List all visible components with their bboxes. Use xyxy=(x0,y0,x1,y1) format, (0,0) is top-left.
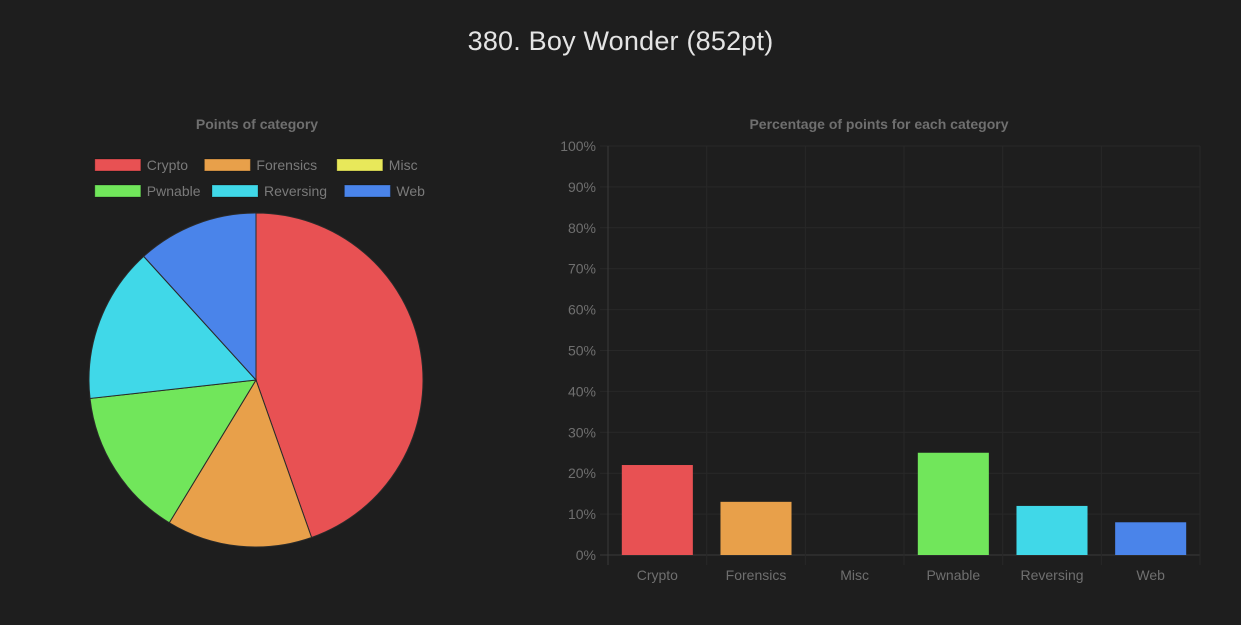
pie-legend-label: Crypto xyxy=(147,157,188,173)
bar-reversing[interactable] xyxy=(1016,505,1088,555)
bar-y-tick-label: 10% xyxy=(568,506,596,522)
bar-chart-title: Percentage of points for each category xyxy=(749,116,1008,132)
bar-x-tick-label: Web xyxy=(1136,567,1165,583)
bar-grid xyxy=(600,145,1201,565)
pie-legend-swatch xyxy=(94,184,142,198)
bar-x-axis: Crypto Forensics Misc Pwnable Reversing Web xyxy=(637,567,1165,583)
pie-legend-label: Forensics xyxy=(256,157,317,173)
pie-chart-title: Points of category xyxy=(196,116,318,132)
bar-y-tick-label: 80% xyxy=(568,220,596,236)
pie-slice-pwnable[interactable] xyxy=(89,379,257,524)
pie-slice-forensics[interactable] xyxy=(168,378,313,548)
pie-legend-label: Web xyxy=(396,183,425,199)
pie-legend-item-pwnable[interactable]: Pwnable xyxy=(94,183,201,199)
bar-x-tick-label: Pwnable xyxy=(926,567,980,583)
pie-legend-label: Misc xyxy=(389,157,418,173)
pie-slice-reversing[interactable] xyxy=(88,255,258,399)
pie-legend-item-crypto[interactable]: Crypto xyxy=(94,157,188,173)
pie-legend-item-forensics[interactable]: Forensics xyxy=(203,157,317,173)
bar-y-tick-label: 70% xyxy=(568,261,596,277)
pie-legend-item-misc[interactable]: Misc xyxy=(336,157,418,173)
bar-y-tick-label: 90% xyxy=(568,179,596,195)
pie-chart: Points of category Crypto Forensics Misc Pw… xyxy=(88,116,425,548)
bar-y-tick-label: 30% xyxy=(568,424,596,440)
bar-y-axis: 0% 10% 20% 30% 40% 50% 60% 70% 80% 90% 100% xyxy=(560,138,596,563)
pie-legend-swatch xyxy=(343,184,391,198)
bar-marks xyxy=(621,452,1187,555)
bar-y-tick-label: 20% xyxy=(568,465,596,481)
bar-y-tick-label: 60% xyxy=(568,302,596,318)
bar-y-tick-label: 40% xyxy=(568,383,596,399)
bar-x-tick-label: Crypto xyxy=(637,567,678,583)
bar-x-tick-label: Misc xyxy=(840,567,869,583)
bar-web[interactable] xyxy=(1115,522,1187,555)
pie-legend-label: Pwnable xyxy=(147,183,201,199)
bar-x-tick-label: Forensics xyxy=(726,567,787,583)
pie-slice-crypto[interactable] xyxy=(255,212,424,539)
pie-legend-item-web[interactable]: Web xyxy=(343,183,425,199)
bar-x-tick-label: Reversing xyxy=(1020,567,1083,583)
pie-slices xyxy=(88,212,424,548)
pie-slice-web[interactable] xyxy=(143,212,257,382)
bar-y-tick-label: 50% xyxy=(568,343,596,359)
pie-legend-label: Reversing xyxy=(264,183,327,199)
pie-legend-swatch xyxy=(336,158,384,172)
bar-forensics[interactable] xyxy=(720,501,792,555)
bar-y-tick-label: 0% xyxy=(576,547,596,563)
page-title: 380. Boy Wonder (852pt) xyxy=(467,26,774,56)
bar-crypto[interactable] xyxy=(621,465,693,555)
pie-legend-swatch xyxy=(211,184,259,198)
pie-legend: Crypto Forensics Misc Pwnable Reversing Web xyxy=(94,157,425,199)
bar-y-tick-label: 100% xyxy=(560,138,596,154)
pie-legend-swatch xyxy=(203,158,251,172)
bar-chart: Percentage of points for each category 0… xyxy=(560,116,1201,583)
bar-pwnable[interactable] xyxy=(917,452,989,555)
pie-legend-swatch xyxy=(94,158,142,172)
pie-legend-item-reversing[interactable]: Reversing xyxy=(211,183,327,199)
